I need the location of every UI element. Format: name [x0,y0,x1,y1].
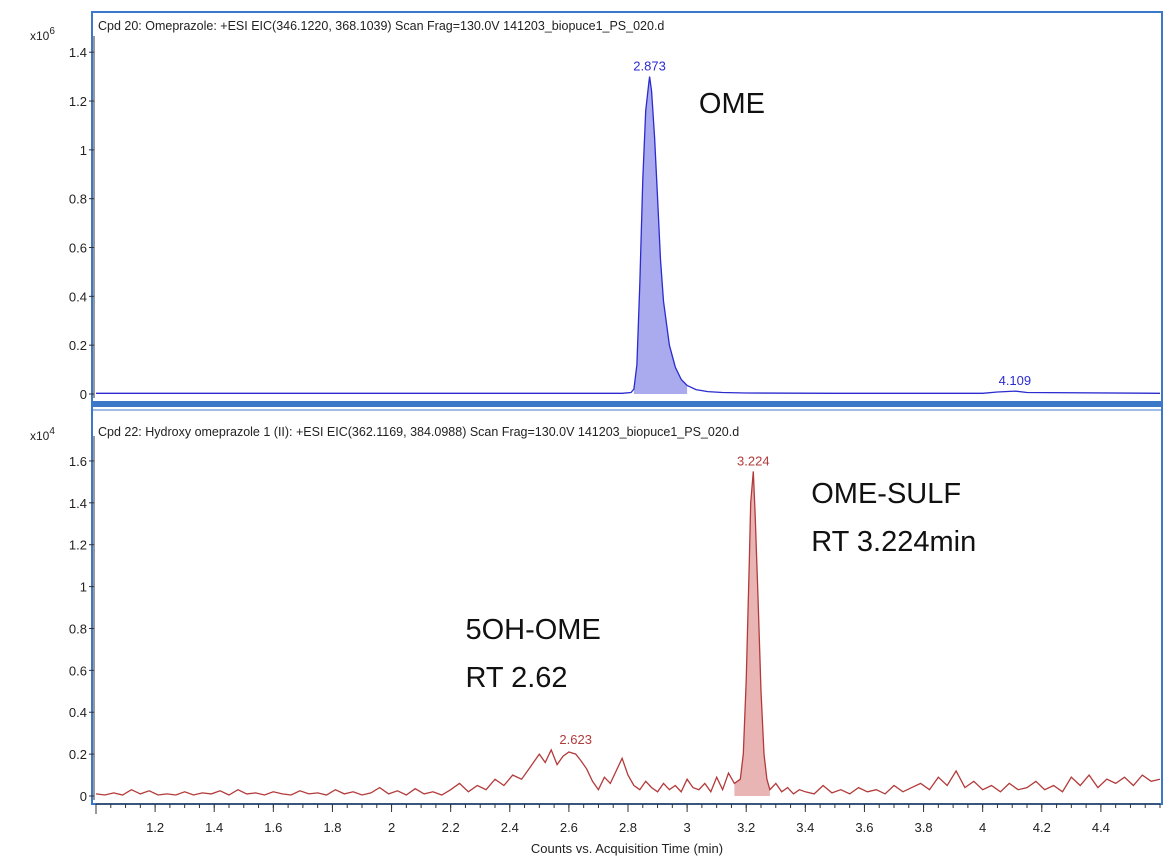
panel-1: Cpd 20: Omeprazole: +ESI EIC(346.1220, 3… [30,11,1163,405]
panel-2-y-tick-label: 1.4 [69,496,87,511]
panel-1-y-tick-label: 0.8 [69,192,87,207]
panel-2-peak-label: 3.224 [737,453,770,468]
x-axis: 1.2 1.4 1.6 1.8 2 2.2 2.4 2.6 2.8 3 3.2 3.4 3.6 3.8 4 4… [95,803,1161,835]
panel-2-y-tick-label: 1.2 [69,538,87,553]
panel-2-peak-fill [734,471,770,796]
x-tick-label: 2 [388,820,395,835]
panel-1-title: Cpd 20: Omeprazole: +ESI EIC(346.1220, 3… [98,19,664,33]
panel-1-y-tick-label: 0.6 [69,241,87,256]
panel-2-annotation: 5OH-OME [465,614,600,646]
panel-2-series-line [95,471,1161,796]
panel-2-title: Cpd 22: Hydroxy omeprazole 1 (II): +ESI … [98,425,739,439]
panel-2-y-tick-label: 0 [80,789,87,804]
panel-1-y-tick-label: 0.4 [69,289,87,304]
x-tick-label: 2.4 [501,820,519,835]
panel-1-y-tick-label: 1 [80,143,87,158]
panel-2-y-tick-label: 0.8 [69,621,87,636]
panel-2-annotation: RT 3.224min [811,526,976,558]
panel-1-y-tick-label: 1.4 [69,45,87,60]
x-tick-label: 1.8 [323,820,341,835]
panel-1-plot-area [96,76,1161,394]
panel-2-y-tick-label: 0.6 [69,663,87,678]
panel-2-y-axis: 0 0.2 0.4 0.6 0.8 1 1.2 1.4 1.6 [69,436,95,804]
x-tick-label: 3.2 [737,820,755,835]
x-tick-label: 2.2 [442,820,460,835]
panel-1-peak-label: 2.873 [633,59,666,74]
panel-1-y-tick-label: 0 [80,387,87,402]
panel-2: Cpd 22: Hydroxy omeprazole 1 (II): +ESI … [30,405,1163,856]
panel-2-multiplier-base: x10 [30,429,50,443]
x-tick-label: 4.2 [1033,820,1051,835]
panel-1-frame [91,11,1163,405]
panel-1-multiplier: x106 [30,26,55,43]
panel-2-y-tick-label: 1.6 [69,454,87,469]
panel-1-peak-labels: 2.873 4.109 [633,59,1031,388]
panel-1-multiplier-base: x10 [30,29,50,43]
panel-1-peak-fill [633,76,688,394]
panel-2-annotation: OME-SULF [811,478,961,510]
panel-2-y-tick-label: 0.4 [69,705,87,720]
x-tick-label: 4 [979,820,986,835]
x-tick-label: 3 [683,820,690,835]
panel-1-y-tick-label: 1.2 [69,94,87,109]
panel-2-annotations: OME-SULF RT 3.224min 5OH-OME RT 2.62 [465,478,976,694]
x-tick-label: 1.4 [205,820,223,835]
x-tick-label: 3.4 [796,820,814,835]
panel-2-y-tick-label: 1 [80,580,87,595]
panel-2-y-tick-label: 0.2 [69,747,87,762]
x-tick-label: 1.2 [146,820,164,835]
panel-1-annotation: OME [699,88,765,120]
panel-1-peak-label: 4.109 [999,373,1032,388]
panel-2-multiplier-exp: 4 [49,426,55,437]
panel-1-y-tick-label: 0.2 [69,338,87,353]
panel-1-annotations: OME [699,88,765,120]
x-tick-label: 2.6 [560,820,578,835]
panel-2-plot-area [95,471,1161,796]
x-tick-label: 2.8 [619,820,637,835]
panel-2-peak-label: 2.623 [559,732,592,747]
panel-1-y-axis: 0 0.2 0.4 0.6 0.8 1 1.2 1.4 [69,36,95,402]
panel-2-multiplier: x104 [30,426,55,443]
x-tick-label: 1.6 [264,820,282,835]
panel-1-multiplier-exp: 6 [49,26,55,37]
panel-2-peak-labels: 3.224 2.623 [559,453,769,747]
panel-2-annotation: RT 2.62 [465,662,567,694]
x-tick-label: 3.8 [915,820,933,835]
x-tick-label: 4.4 [1092,820,1110,835]
x-axis-label: Counts vs. Acquisition Time (min) [531,841,723,856]
panel-1-series-line [96,76,1161,394]
x-tick-label: 3.6 [855,820,873,835]
